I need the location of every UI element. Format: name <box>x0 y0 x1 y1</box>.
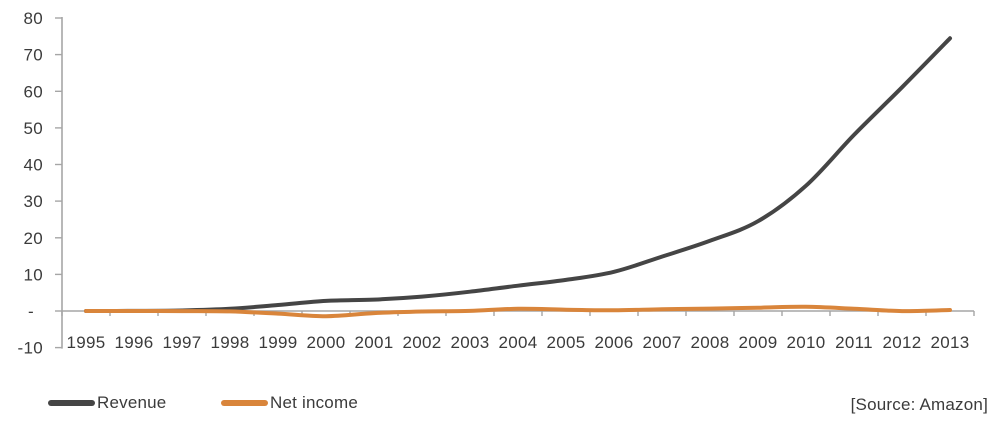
revenue-line-swatch <box>48 400 95 406</box>
x-axis-label: 2012 <box>882 333 921 352</box>
x-axis-label: 2006 <box>594 333 633 352</box>
x-axis-label: 1998 <box>210 333 249 352</box>
x-axis-label: 2011 <box>835 333 873 352</box>
series-line-revenue <box>84 36 952 313</box>
y-axis-label: 80 <box>23 9 43 28</box>
x-axis-label: 2003 <box>450 333 489 352</box>
x-axis-label: 2010 <box>786 333 825 352</box>
x-axis-label: 1997 <box>162 333 201 352</box>
series-line-net-income <box>84 304 952 319</box>
y-axis-label: 10 <box>23 265 43 284</box>
x-axis-label: 1995 <box>66 333 105 352</box>
legend-item-net-income: Net income <box>221 393 358 413</box>
y-axis-label: 70 <box>23 46 43 65</box>
source-note: [Source: Amazon] <box>850 395 988 414</box>
net-income-line-swatch <box>221 400 268 406</box>
y-axis-label: - <box>28 302 34 321</box>
y-axis-label: 20 <box>23 229 43 248</box>
x-axis-label: 2007 <box>642 333 681 352</box>
x-axis-label: 2009 <box>738 333 777 352</box>
x-axis-label: 1999 <box>258 333 297 352</box>
y-axis-label: 60 <box>23 82 43 101</box>
x-axis-label: 2008 <box>690 333 729 352</box>
y-axis-label: 30 <box>23 192 43 211</box>
x-axis-label: 2000 <box>306 333 345 352</box>
legend-label-net-income: Net income <box>270 393 358 412</box>
y-axis-label: 40 <box>23 156 43 175</box>
y-axis-label: 50 <box>23 119 43 138</box>
y-axis-label: -10 <box>18 339 43 358</box>
legend-item-revenue: Revenue <box>48 393 166 413</box>
x-axis-label: 2002 <box>402 333 441 352</box>
x-axis-label: 2001 <box>354 333 393 352</box>
x-axis-label: 1996 <box>114 333 153 352</box>
x-axis-label: 2005 <box>546 333 585 352</box>
x-axis-label: 2013 <box>930 333 969 352</box>
x-axis-label: 2004 <box>498 333 537 352</box>
legend-label-revenue: Revenue <box>97 393 167 412</box>
